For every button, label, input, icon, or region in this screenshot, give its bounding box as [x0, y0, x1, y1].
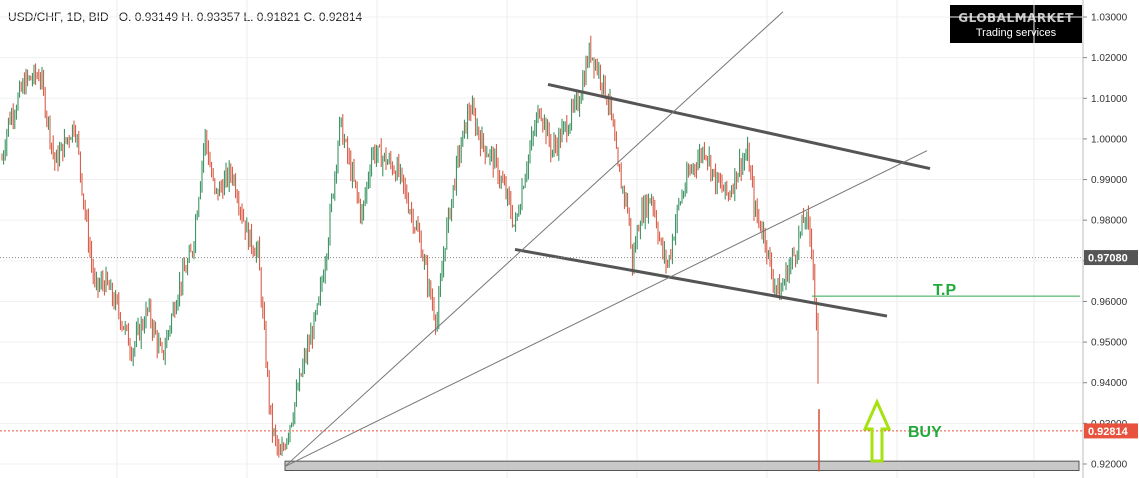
y-tick-label: 0.94000 — [1091, 378, 1128, 389]
level-lines — [0, 257, 1083, 432]
support-zone — [284, 460, 1080, 472]
y-tick-label: 0.95000 — [1091, 338, 1128, 349]
y-tick-label: 1.03000 — [1091, 13, 1128, 24]
y-tick-label: 1.00000 — [1091, 134, 1128, 145]
y-tick-label: 1.02000 — [1091, 53, 1128, 64]
annotations: T.P BUY — [862, 282, 956, 463]
logo-brand: GLOBALMARKET — [958, 11, 1074, 25]
y-tick-label: 0.99000 — [1091, 175, 1128, 186]
steep-trend — [284, 11, 784, 467]
y-tick-label: 0.98000 — [1091, 216, 1128, 227]
tp-label: T.P — [933, 282, 956, 299]
brand-logo: GLOBALMARKET Trading services — [950, 5, 1082, 43]
reference-price-tag-bg — [1084, 250, 1138, 266]
grid — [0, 0, 1083, 478]
buy-label: BUY — [908, 424, 942, 441]
y-tick-label: 1.01000 — [1091, 94, 1128, 105]
y-tick-label: 0.92000 — [1091, 460, 1128, 471]
candles — [1, 35, 820, 472]
channel-lower — [514, 247, 888, 318]
trend-lines[interactable] — [284, 11, 931, 467]
y-tick-label: 0.96000 — [1091, 297, 1128, 308]
price-axis[interactable]: 1.03000 1.02000 1.01000 1.00000 0.99000 0.980… — [1082, 0, 1138, 478]
logo-tagline: Trading services — [975, 27, 1057, 39]
current-price-tag-bg — [1084, 423, 1138, 439]
shallow-trend — [284, 150, 928, 467]
current-price-tag: 0.92814 — [1088, 426, 1129, 438]
reference-price-tag: 0.97080 — [1088, 253, 1128, 265]
buy-arrow-icon — [862, 398, 892, 463]
support-zone-rect — [284, 460, 1080, 472]
channel-upper — [547, 82, 931, 171]
